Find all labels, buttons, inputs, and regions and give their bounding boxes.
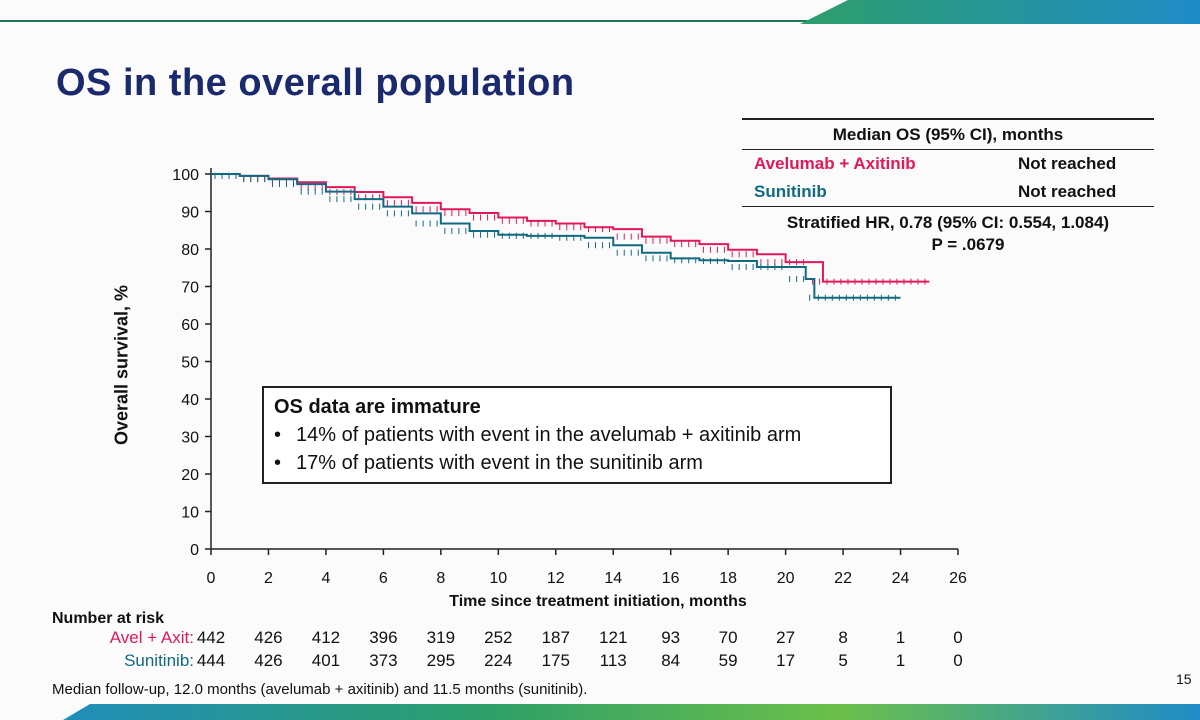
legend-value-avelumab: Not reached (1018, 154, 1117, 173)
risk-value-sunitinib-12: 175 (541, 651, 570, 670)
y-tick-label-40: 40 (181, 392, 199, 409)
risk-value-sunitinib-14: 113 (599, 651, 627, 670)
risk-value-avelumab-18: 70 (718, 628, 738, 647)
median-os-table: Median OS (95% CI), months Avelumab + Ax… (742, 118, 1154, 255)
risk-value-avelumab-8: 319 (426, 628, 456, 647)
x-tick-label-0: 0 (207, 570, 216, 587)
risk-value-sunitinib-6: 373 (369, 651, 398, 670)
risk-value-sunitinib-2: 426 (254, 651, 283, 670)
bottom-banner-cut (0, 704, 90, 720)
p-value-text: P = .0679 (931, 235, 1005, 254)
legend-row-avelumab: Avelumab + Axitinib Not reached (742, 150, 1154, 178)
risk-value-sunitinib-24: 1 (895, 651, 906, 670)
y-tick-label-0: 0 (190, 542, 199, 559)
x-tick-label-24: 24 (892, 570, 910, 587)
median-os-header: Median OS (95% CI), months (832, 125, 1064, 144)
risk-value-avelumab-4: 412 (311, 628, 341, 647)
risk-value-sunitinib-4: 401 (311, 651, 341, 670)
risk-value-sunitinib-8: 295 (426, 651, 456, 670)
x-tick-label-8: 8 (436, 570, 445, 587)
risk-value-avelumab-26: 0 (953, 628, 963, 647)
y-tick-label-50: 50 (181, 355, 199, 372)
risk-value-avelumab-6: 396 (369, 628, 398, 647)
top-accent-stripe (800, 0, 1200, 24)
table-bottom-rule (742, 206, 1154, 207)
chart-series (211, 172, 930, 301)
x-tick-label-22: 22 (834, 570, 852, 587)
hazard-ratio-text: Stratified HR, 0.78 (95% CI: 0.554, 1.08… (786, 213, 1110, 232)
top-banner (0, 0, 1200, 24)
y-tick-label-70: 70 (181, 280, 199, 297)
top-rule (0, 20, 820, 22)
x-tick-label-14: 14 (604, 570, 622, 587)
risk-label-sunitinib: Sunitinib: (124, 651, 194, 670)
x-tick-label-4: 4 (321, 570, 330, 587)
note-bullet-2: 17% of patients with event in the suniti… (274, 449, 880, 477)
risk-value-sunitinib-18: 59 (718, 651, 738, 670)
x-axis-label: Time since treatment initiation, months (449, 593, 747, 610)
risk-value-sunitinib-10: 224 (484, 651, 513, 670)
risk-table-title: Number at risk (52, 610, 165, 627)
x-tick-label-26: 26 (949, 570, 967, 587)
x-tick-label-6: 6 (379, 570, 388, 587)
legend-name-sunitinib: Sunitinib (754, 182, 827, 201)
risk-value-sunitinib-0: 444 (196, 651, 226, 670)
legend-name-avelumab: Avelumab + Axitinib (754, 154, 916, 173)
legend-value-sunitinib: Not reached (1018, 182, 1117, 201)
table-mid-rule (742, 149, 1154, 150)
table-top-rule (742, 118, 1154, 120)
risk-value-sunitinib-20: 17 (776, 651, 796, 670)
bottom-banner (0, 704, 1200, 720)
y-axis-label: Overall survival, % (111, 284, 132, 446)
x-tick-label-2: 2 (264, 570, 273, 587)
y-tick-label-60: 60 (181, 317, 199, 334)
x-tick-label-16: 16 (662, 570, 680, 587)
y-tick-label-100: 100 (172, 167, 199, 184)
risk-value-avelumab-12: 187 (541, 628, 570, 647)
immature-data-box: OS data are immature 14% of patients wit… (262, 386, 892, 484)
risk-value-avelumab-14: 121 (599, 628, 628, 647)
risk-value-sunitinib-26: 0 (953, 651, 963, 670)
risk-value-avelumab-16: 93 (661, 628, 681, 647)
risk-value-avelumab-20: 27 (776, 628, 796, 647)
series-line-sunitinib (211, 173, 901, 299)
series-line-avelumab-axitinib (211, 173, 930, 283)
x-tick-label-10: 10 (489, 570, 507, 587)
y-tick-label-80: 80 (181, 242, 199, 259)
x-tick-label-12: 12 (547, 570, 565, 587)
legend-row-sunitinib: Sunitinib Not reached (742, 178, 1154, 206)
y-tick-label-10: 10 (181, 505, 199, 522)
footnote: Median follow-up, 12.0 months (avelumab … (52, 681, 588, 698)
risk-value-avelumab-10: 252 (484, 628, 513, 647)
y-tick-label-30: 30 (181, 430, 199, 447)
slide-title: OS in the overall population (56, 62, 575, 104)
risk-value-avelumab-2: 426 (254, 628, 283, 647)
page-number: 15 (1176, 671, 1192, 687)
y-tick-label-20: 20 (181, 467, 199, 484)
note-heading: OS data are immature (274, 396, 481, 418)
note-bullet-1: 14% of patients with event in the avelum… (274, 421, 880, 449)
x-tick-label-18: 18 (719, 570, 737, 587)
risk-label-avelumab: Avel + Axit: (109, 628, 194, 647)
risk-value-avelumab-22: 8 (838, 628, 848, 647)
risk-value-sunitinib-16: 84 (661, 651, 681, 670)
risk-value-sunitinib-22: 5 (838, 651, 848, 670)
risk-value-avelumab-24: 1 (895, 628, 906, 647)
x-tick-label-20: 20 (777, 570, 795, 587)
risk-value-avelumab-0: 442 (196, 628, 226, 647)
y-tick-label-90: 90 (181, 205, 199, 222)
